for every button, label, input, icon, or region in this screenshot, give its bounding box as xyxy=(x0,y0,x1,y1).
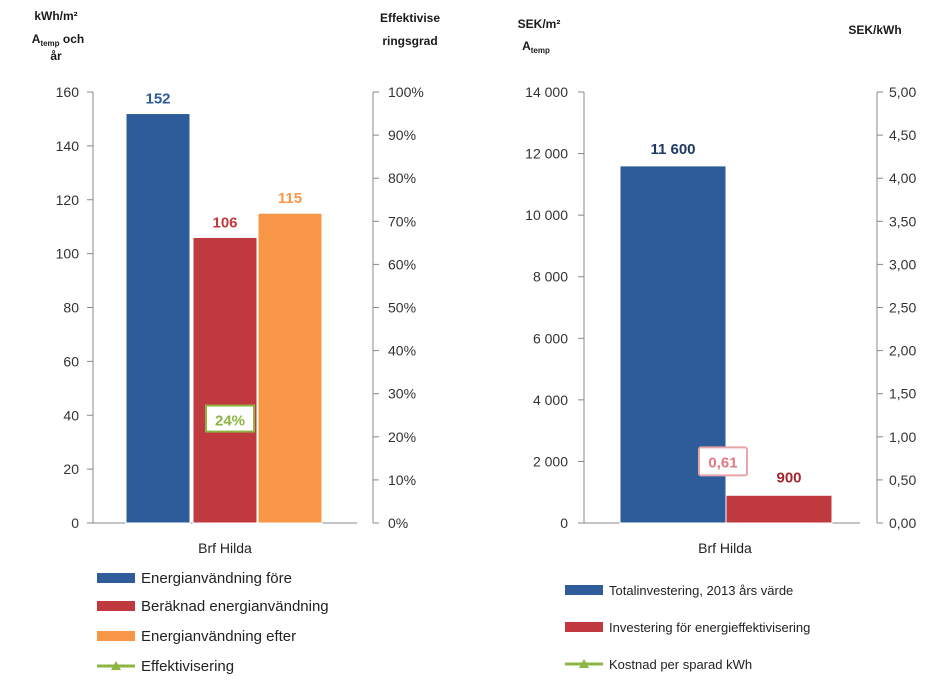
right-axis-title: SEK/kWh xyxy=(848,23,901,37)
effektivisering-value-label: 24% xyxy=(215,413,245,430)
right-axis-title-line: ringsgrad xyxy=(382,34,437,48)
left-tick-label: 100 xyxy=(56,246,80,262)
left-axis-title-line1: SEK/m² xyxy=(518,17,561,31)
legend-swatch xyxy=(565,622,603,632)
legend-swatch xyxy=(565,585,603,595)
left-tick-label: 2 000 xyxy=(533,453,568,469)
bar-2 xyxy=(192,236,258,524)
left-tick-label: 80 xyxy=(63,300,79,316)
left-axis-title-line1: kWh/m² xyxy=(34,9,77,23)
bar-value-label: 11 600 xyxy=(650,141,695,158)
left-axis-title-part: A xyxy=(522,39,531,53)
investment-chart: SEK/m² Atemp SEK/kWh 0 2 000 4 000 6 000 8 000 1… xyxy=(518,17,917,672)
bar-value-label: 152 xyxy=(145,91,170,108)
right-tick-label: 10% xyxy=(388,472,416,488)
right-tick-label: 90% xyxy=(388,127,416,143)
legend-entry-label: Totalinvestering, 2013 års värde xyxy=(609,583,793,598)
right-tick-label: 70% xyxy=(388,213,416,229)
left-axis-title-line3: år xyxy=(50,49,62,63)
right-tick-label: 4,00 xyxy=(889,170,916,186)
left-tick-label: 140 xyxy=(56,138,80,154)
right-axis-title-line: Effektivise xyxy=(380,11,440,25)
right-tick-label: 20% xyxy=(388,429,416,445)
left-tick-label: 20 xyxy=(63,461,79,477)
legend-triangle-icon xyxy=(579,659,589,668)
left-axis-title-subscript: temp xyxy=(531,46,550,55)
right-tick-label: 30% xyxy=(388,386,416,402)
left-tick-label: 12 000 xyxy=(525,146,568,162)
left-axis-title-part: A xyxy=(32,32,41,46)
right-tick-label: 2,50 xyxy=(889,300,916,316)
legend-swatch xyxy=(97,601,135,611)
legend-swatch xyxy=(97,631,135,641)
legend-entry-label: Energianvändning före xyxy=(141,570,292,587)
category-label: Brf Hilda xyxy=(198,540,252,556)
right-tick-label: 0,50 xyxy=(889,472,916,488)
left-axis-title-part: och xyxy=(60,32,85,46)
bar-value-label: 900 xyxy=(776,469,801,486)
bar-1 xyxy=(125,113,191,524)
left-axis-title-line2: Atemp och xyxy=(32,32,84,48)
bar-3 xyxy=(257,212,323,524)
effektivisering-label-box xyxy=(205,404,255,433)
left-axis-title-line2: Atemp xyxy=(522,39,550,55)
left-tick-label: 0 xyxy=(560,515,568,531)
right-tick-label: 3,00 xyxy=(889,256,916,272)
left-tick-label: 10 000 xyxy=(525,207,568,223)
left-tick-label: 120 xyxy=(56,192,80,208)
right-tick-label: 50% xyxy=(388,300,416,316)
right-tick-label: 0% xyxy=(388,515,408,531)
legend-entry-label: Kostnad per sparad kWh xyxy=(609,657,752,672)
right-tick-label: 80% xyxy=(388,170,416,186)
kostnad-label-box xyxy=(698,446,748,477)
left-tick-label: 160 xyxy=(56,84,80,100)
left-tick-label: 6 000 xyxy=(533,330,568,346)
left-tick-label: 14 000 xyxy=(525,84,568,100)
legend-entry-label: Investering för energieffektivisering xyxy=(609,620,810,635)
legend-entry-label: Beräknad energianvändning xyxy=(141,598,329,615)
kostnad-value-label: 0,61 xyxy=(708,454,737,471)
right-tick-label: 0,00 xyxy=(889,515,916,531)
left-tick-label: 40 xyxy=(63,407,79,423)
legend-entry-label: Effektivisering xyxy=(141,658,234,675)
right-tick-label: 1,50 xyxy=(889,386,916,402)
legend-triangle-icon xyxy=(111,661,121,670)
category-label: Brf Hilda xyxy=(698,540,752,556)
left-tick-label: 8 000 xyxy=(533,269,568,285)
bar-value-label: 106 xyxy=(212,214,237,231)
left-tick-label: 60 xyxy=(63,353,79,369)
legend-entry-label: Energianvändning efter xyxy=(141,628,296,645)
right-tick-label: 100% xyxy=(388,84,424,100)
bar-2 xyxy=(725,494,833,524)
right-tick-label: 40% xyxy=(388,343,416,359)
right-tick-label: 60% xyxy=(388,256,416,272)
bar-value-label: 115 xyxy=(278,190,302,207)
legend-swatch xyxy=(97,573,135,583)
right-tick-label: 2,00 xyxy=(889,343,916,359)
right-tick-label: 1,00 xyxy=(889,429,916,445)
left-tick-label: 4 000 xyxy=(533,392,568,408)
left-tick-label: 0 xyxy=(71,515,79,531)
right-tick-label: 3,50 xyxy=(889,213,916,229)
right-tick-label: 5,00 xyxy=(889,84,916,100)
right-tick-label: 4,50 xyxy=(889,127,916,143)
left-axis-title-subscript: temp xyxy=(40,39,59,48)
